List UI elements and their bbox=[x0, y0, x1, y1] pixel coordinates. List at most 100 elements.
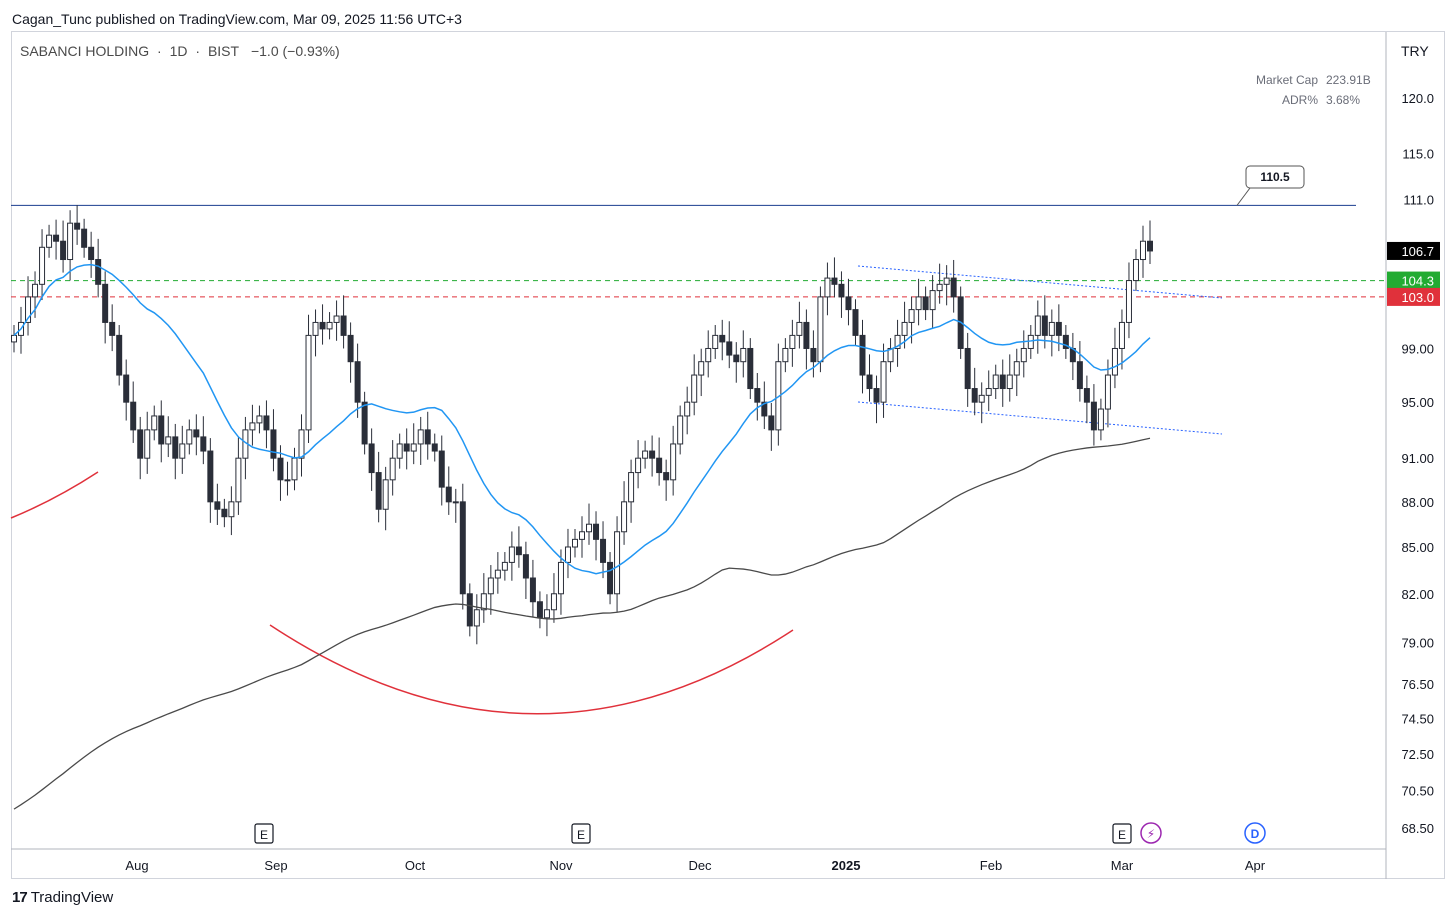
time-tick-label: Oct bbox=[405, 858, 426, 873]
candle-up bbox=[684, 401, 691, 417]
candle-up bbox=[305, 334, 312, 431]
price-tick-label: 111.0 bbox=[1403, 193, 1434, 208]
candle-down bbox=[515, 546, 522, 556]
chart-frame[interactable] bbox=[11, 31, 1445, 879]
candle-down bbox=[459, 501, 466, 595]
earnings-label: E bbox=[1118, 828, 1126, 842]
cup-arc bbox=[269, 624, 794, 715]
market-cap-value: 223.91B bbox=[1326, 73, 1371, 87]
candle-up bbox=[1027, 334, 1034, 349]
candle-down bbox=[536, 601, 543, 619]
candle-up bbox=[929, 290, 936, 311]
candle-up bbox=[179, 443, 186, 459]
price-tick-label: 72.50 bbox=[1401, 747, 1434, 762]
callout-pointer bbox=[1236, 187, 1251, 206]
candle-down bbox=[193, 429, 200, 438]
candle-down bbox=[109, 321, 116, 336]
candle-up bbox=[389, 457, 396, 481]
candle-up bbox=[417, 429, 424, 445]
symbol-name[interactable]: SABANCI HOLDING bbox=[20, 43, 150, 59]
candle-up bbox=[501, 561, 508, 571]
time-tick-label: Nov bbox=[549, 858, 573, 873]
candle-down bbox=[852, 309, 859, 336]
candle-down bbox=[747, 347, 754, 390]
candle-up bbox=[235, 457, 242, 503]
candle-up bbox=[39, 246, 46, 285]
candle-up bbox=[1013, 361, 1020, 376]
candle-up bbox=[298, 429, 305, 459]
candle-up bbox=[452, 501, 459, 504]
candle-up bbox=[824, 277, 831, 298]
price-change: −1.0 (−0.93%) bbox=[250, 43, 340, 59]
candle-down bbox=[368, 443, 375, 474]
candle-down bbox=[600, 538, 607, 563]
callout-box bbox=[1245, 165, 1305, 189]
symbol-exchange: BIST bbox=[207, 43, 240, 59]
candle-up bbox=[712, 334, 719, 349]
candle-up bbox=[256, 415, 263, 424]
candle-up bbox=[249, 422, 256, 431]
candle-down bbox=[761, 401, 768, 417]
candle-down bbox=[95, 259, 102, 285]
price-tick-label: 120.0 bbox=[1401, 91, 1434, 106]
earnings-label: E bbox=[577, 828, 585, 842]
footer-brand[interactable]: 17 TradingView bbox=[12, 889, 113, 906]
candle-up bbox=[333, 315, 340, 323]
candle-up bbox=[1097, 408, 1104, 431]
candle-up bbox=[740, 347, 747, 363]
candle-down bbox=[60, 240, 67, 261]
candle-up bbox=[144, 429, 151, 459]
price-tick-label: 68.50 bbox=[1401, 821, 1434, 836]
earnings-marker-icon bbox=[571, 823, 591, 844]
candle-down bbox=[172, 436, 179, 459]
time-tick-label: Sep bbox=[264, 858, 287, 873]
earnings-marker-icon bbox=[254, 823, 274, 844]
candle-up bbox=[978, 394, 985, 403]
candle-down bbox=[116, 334, 123, 376]
adr-value: 3.68% bbox=[1326, 93, 1361, 107]
candle-down bbox=[838, 283, 845, 298]
candle-up bbox=[151, 415, 158, 431]
candle-up bbox=[487, 577, 494, 595]
time-tick-label: Aug bbox=[125, 858, 148, 873]
candle-down bbox=[522, 554, 529, 579]
candle-down bbox=[859, 334, 866, 376]
arc-left bbox=[10, 471, 99, 519]
candle-up bbox=[817, 296, 824, 363]
candle-up bbox=[670, 443, 677, 481]
price-tick-label: 91.00 bbox=[1401, 451, 1434, 466]
candle-up bbox=[564, 546, 571, 563]
candle-down bbox=[424, 429, 431, 445]
candle-down bbox=[214, 501, 221, 510]
candle-down bbox=[137, 429, 144, 459]
price-tick-label: 79.00 bbox=[1401, 635, 1434, 650]
channel-lower bbox=[857, 401, 1223, 435]
symbol-interval[interactable]: 1D bbox=[169, 43, 188, 59]
candle-up bbox=[698, 361, 705, 376]
candle-down bbox=[1062, 334, 1069, 349]
candle-down bbox=[403, 443, 410, 452]
candle-up bbox=[642, 450, 649, 459]
currency-label[interactable]: TRY bbox=[1401, 43, 1429, 59]
candle-up bbox=[782, 347, 789, 363]
price-tick-label: 74.50 bbox=[1401, 712, 1434, 727]
price-tick-label: 70.50 bbox=[1401, 784, 1434, 799]
candle-down bbox=[529, 577, 536, 603]
candle-up bbox=[1111, 347, 1118, 376]
candle-down bbox=[803, 321, 810, 349]
candle-up bbox=[635, 457, 642, 474]
candle-up bbox=[894, 334, 901, 349]
candle-up bbox=[284, 479, 291, 482]
candle-down bbox=[354, 361, 361, 403]
candle-down bbox=[81, 228, 88, 248]
candle-down bbox=[866, 374, 873, 390]
ma-short-line bbox=[13, 263, 1151, 575]
candle-down bbox=[340, 315, 347, 336]
candle-up bbox=[915, 296, 922, 311]
candle-down bbox=[277, 457, 284, 481]
candle-up bbox=[796, 321, 803, 336]
tradingview-logo-icon: 17 bbox=[12, 889, 28, 906]
candle-up bbox=[628, 472, 635, 503]
candle-down bbox=[1076, 361, 1083, 390]
